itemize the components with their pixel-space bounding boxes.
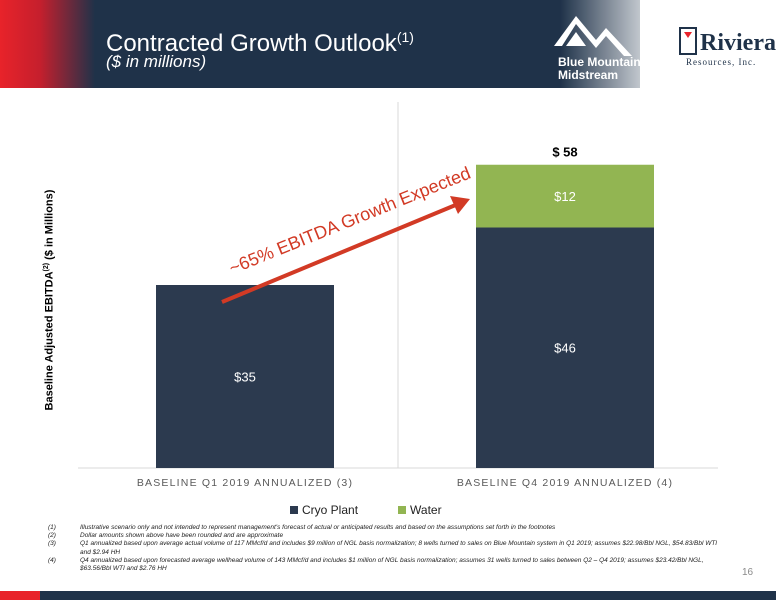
labels-group: $35 BASELINE Q1 2019 ANNUALIZED (3) $46 $12… [137,145,673,489]
bar-cryo-plant-2 [476,227,654,468]
blue-mountain-logo-text: Blue Mountain Midstream [558,55,641,82]
riviera-logo-tagline: Resources, Inc. [686,57,757,67]
footnote-2: (2) Dollar amounts shown above have been … [48,532,284,540]
category-label-1: BASELINE Q1 2019 ANNUALIZED (3) [137,477,353,489]
title-banner [0,0,640,88]
slide-header: Contracted Growth Outlook(1) ($ in milli… [0,0,776,88]
legend-label-water: Water [410,503,442,517]
data-label-cryo-plant-2: $46 [554,341,576,356]
bars-group [156,164,654,468]
riviera-logo-name: Riviera [700,30,776,56]
page-subtitle: ($ in millions) [106,52,207,71]
legend-item-water: Water [398,503,442,517]
legend-label-cryo: Cryo Plant [302,503,359,517]
total-label-2: $ 58 [552,145,577,160]
legend-swatch-cryo [290,506,298,514]
footnote-1: (1) Illustrative scenario only and not in… [48,524,556,531]
footnote-3: (3) Q1 annualized based upon average actu… [48,540,718,556]
blue-mountain-logo-icon [554,16,632,56]
riviera-logo-icon [679,27,697,55]
footnotes: (1) Illustrative scenario only and not in… [48,524,728,573]
footer-accent [0,591,40,600]
growth-arrow [221,196,470,304]
chart-legend: Cryo Plant Water [290,503,442,517]
legend-swatch-water [398,506,407,514]
bar-water-2 [476,164,654,228]
page-title: Contracted Growth Outlook(1) [106,29,414,57]
category-label-2: BASELINE Q4 2019 ANNUALIZED (4) [457,477,673,489]
data-label-water-2: $12 [554,189,576,204]
footnote-4: (4) Q4 annualized based upon forecasted a… [48,556,704,573]
footer-bar [0,591,776,600]
growth-annotation: ~65% EBITDA Growth Expected [226,163,473,278]
bar-cryo-plant-1 [156,285,334,468]
page-number: 16 [742,567,754,578]
legend-item-cryo-plant: Cryo Plant [290,503,358,517]
data-label-cryo-plant-1: $35 [234,370,256,385]
